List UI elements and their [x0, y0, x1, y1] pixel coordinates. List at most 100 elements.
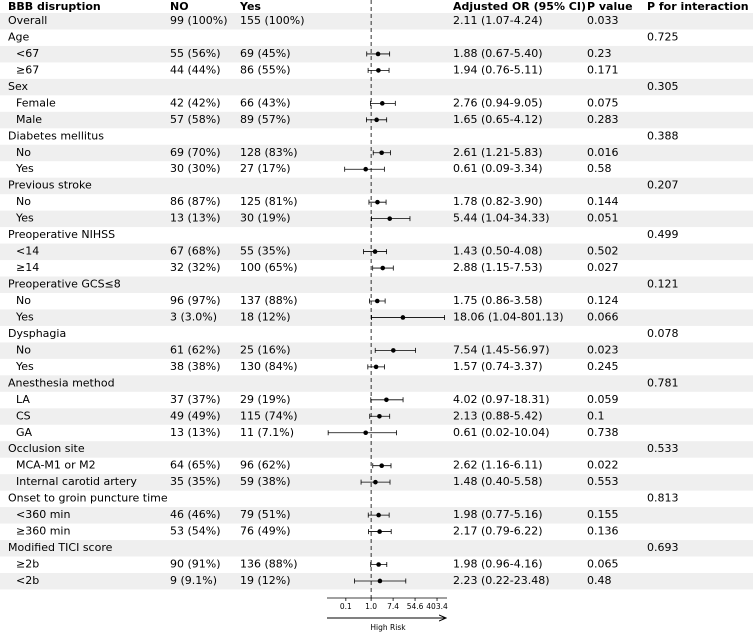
count-no: 13 (13%)	[170, 426, 221, 439]
row-label: Yes	[15, 212, 34, 225]
count-no: 49 (49%)	[170, 409, 221, 422]
row-label: Anesthesia method	[8, 376, 115, 389]
or-ci: 2.13 (0.88-5.42)	[453, 409, 543, 422]
row-label: ≥2b	[16, 558, 39, 571]
count-yes: 96 (62%)	[240, 459, 291, 472]
or-point	[379, 463, 385, 468]
row-label: MCA-M1 or M2	[16, 459, 96, 472]
count-no: 9 (9.1%)	[170, 574, 217, 587]
x-tick-label: 54.6	[407, 602, 424, 611]
p-value: 0.033	[587, 14, 619, 27]
p-interaction: 0.499	[647, 228, 679, 241]
row-label: Occlusion site	[8, 442, 85, 455]
p-interaction: 0.693	[647, 541, 679, 554]
or-ci: 1.98 (0.96-4.16)	[453, 558, 543, 571]
p-value: 0.059	[587, 393, 619, 406]
p-value: 0.136	[587, 525, 619, 538]
p-value: 0.48	[587, 574, 612, 587]
p-value: 0.124	[587, 294, 619, 307]
p-value: 0.027	[587, 261, 619, 274]
p-value: 0.065	[587, 558, 619, 571]
count-yes: 130 (84%)	[240, 360, 298, 373]
or-point	[373, 364, 379, 370]
or-ci: 1.65 (0.65-4.12)	[453, 113, 543, 126]
or-ci: 1.94 (0.76-5.11)	[453, 63, 543, 76]
count-no: 30 (30%)	[170, 162, 221, 175]
row-label: Yes	[15, 310, 34, 323]
count-yes: 59 (38%)	[240, 475, 291, 488]
row-label: Preoperative GCS≤8	[8, 278, 121, 291]
header: BBB disruption	[8, 0, 101, 13]
count-no: 32 (32%)	[170, 261, 221, 274]
p-value: 0.171	[587, 63, 619, 76]
count-yes: 89 (57%)	[240, 113, 291, 126]
count-yes: 125 (81%)	[240, 195, 298, 208]
row-label: No	[16, 343, 31, 356]
row-label: Modified TICI score	[8, 541, 113, 554]
p-value: 0.022	[587, 459, 619, 472]
count-no: 13 (13%)	[170, 212, 221, 225]
or-point	[387, 216, 393, 221]
or-point	[363, 430, 368, 436]
row-label: Overall	[8, 14, 47, 27]
p-value: 0.144	[587, 195, 619, 208]
p-interaction: 0.305	[647, 80, 679, 93]
or-point	[363, 166, 368, 172]
count-no: 55 (56%)	[170, 47, 221, 60]
count-no: 61 (62%)	[170, 343, 221, 356]
or-point	[379, 101, 385, 106]
p-interaction: 0.725	[647, 30, 679, 43]
row-label: Preoperative NIHSS	[8, 228, 115, 241]
row-label: ≥67	[16, 63, 39, 76]
p-value: 0.245	[587, 360, 619, 373]
row-shade	[0, 441, 753, 458]
count-yes: 30 (19%)	[240, 212, 291, 225]
row-shade	[0, 177, 753, 195]
or-ci: 1.48 (0.40-5.58)	[453, 475, 543, 488]
p-value: 0.075	[587, 96, 619, 109]
row-label: No	[16, 146, 31, 159]
p-interaction: 0.781	[647, 376, 679, 389]
p-value: 0.502	[587, 245, 619, 258]
or-point	[377, 413, 382, 419]
row-shade	[0, 13, 753, 30]
count-no: 35 (35%)	[170, 475, 221, 488]
row-label: Previous stroke	[8, 179, 92, 192]
or-point	[376, 512, 381, 518]
or-ci: 1.75 (0.86-3.58)	[453, 294, 543, 307]
row-label: Yes	[15, 360, 34, 373]
count-no: 90 (91%)	[170, 558, 221, 571]
p-value: 0.023	[587, 343, 619, 356]
x-axis-label: High Risk	[370, 623, 406, 632]
count-no: 96 (97%)	[170, 294, 221, 307]
row-shade	[0, 375, 753, 392]
or-point	[375, 51, 381, 57]
row-label: GA	[16, 426, 33, 439]
count-yes: 25 (16%)	[240, 343, 291, 356]
count-yes: 66 (43%)	[240, 96, 291, 109]
count-no: 53 (54%)	[170, 525, 221, 538]
p-value: 0.066	[587, 310, 619, 323]
row-label: Dysphagia	[8, 327, 66, 340]
x-tick-label: 7.4	[387, 602, 399, 611]
or-point	[377, 578, 383, 584]
or-ci: 2.76 (0.94-9.05)	[453, 96, 543, 109]
or-ci: 5.44 (1.04-34.33)	[453, 212, 550, 225]
or-ci: 2.17 (0.79-6.22)	[453, 525, 543, 538]
row-label: Sex	[8, 80, 29, 93]
p-value: 0.155	[587, 508, 619, 521]
or-ci: 0.61 (0.09-3.34)	[453, 162, 543, 175]
or-point	[372, 249, 378, 254]
or-point	[376, 562, 381, 567]
count-yes: 69 (45%)	[240, 47, 291, 60]
or-point	[376, 68, 381, 73]
count-no: 38 (38%)	[170, 360, 221, 373]
count-no: 67 (68%)	[170, 245, 221, 258]
row-label: Onset to groin puncture time	[8, 492, 168, 505]
or-point	[391, 348, 396, 353]
p-value: 0.553	[587, 475, 619, 488]
count-no: 64 (65%)	[170, 459, 221, 472]
row-label: Age	[8, 30, 30, 43]
count-no: 37 (37%)	[170, 393, 221, 406]
row-label: LA	[16, 393, 30, 406]
